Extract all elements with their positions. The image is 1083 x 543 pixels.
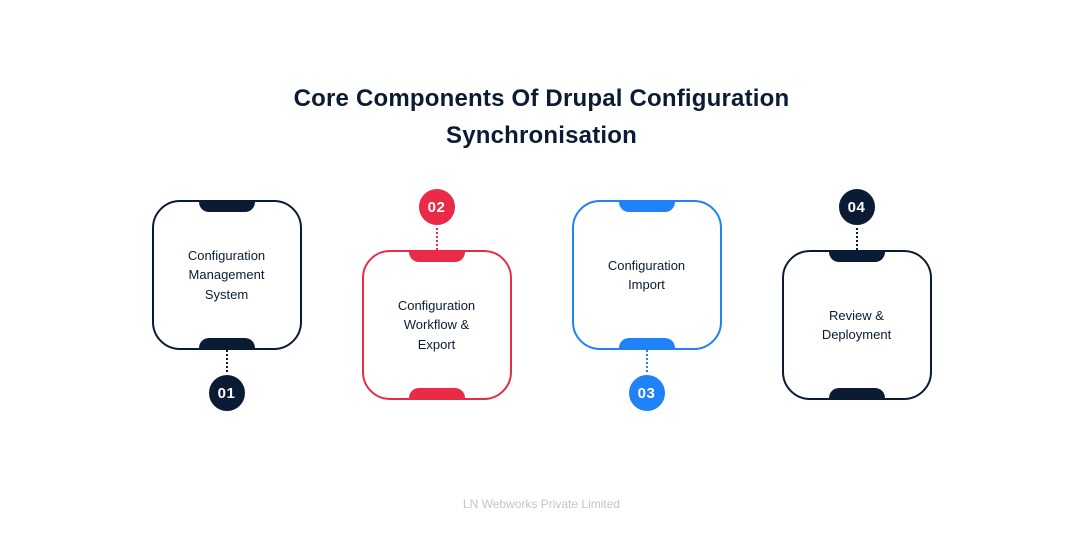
- connector-2: [436, 228, 438, 250]
- connector-3: [646, 350, 648, 372]
- number-badge-3: 03: [626, 372, 668, 414]
- badge-number-3: 03: [638, 385, 656, 402]
- number-badge-2: 02: [416, 186, 458, 228]
- component-2: 02 ConfigurationWorkflow &Export: [362, 200, 512, 430]
- number-badge-4: 04: [836, 186, 878, 228]
- badge-number-4: 04: [848, 199, 866, 216]
- notch-top-icon: [829, 252, 885, 262]
- badge-number-2: 02: [428, 199, 446, 216]
- component-label-1: ConfigurationManagementSystem: [188, 246, 265, 305]
- title-line-1: Core Components Of Drupal Configuration: [294, 85, 790, 112]
- notch-bottom-icon: [409, 388, 465, 398]
- component-label-4: Review &Deployment: [822, 306, 891, 345]
- component-card-2: ConfigurationWorkflow &Export: [362, 250, 512, 400]
- badge-number-1: 01: [218, 385, 236, 402]
- component-3: ConfigurationImport 03: [572, 200, 722, 430]
- notch-top-icon: [619, 202, 675, 212]
- notch-top-icon: [199, 202, 255, 212]
- notch-bottom-icon: [829, 388, 885, 398]
- component-card-4: Review &Deployment: [782, 250, 932, 400]
- connector-1: [226, 350, 228, 372]
- cards-row: ConfigurationManagementSystem 01 02 Conf…: [0, 200, 1083, 430]
- connector-4: [856, 228, 858, 250]
- component-4: 04 Review &Deployment: [782, 200, 932, 430]
- component-label-2: ConfigurationWorkflow &Export: [398, 296, 475, 355]
- notch-top-icon: [409, 252, 465, 262]
- notch-bottom-icon: [619, 338, 675, 348]
- component-card-3: ConfigurationImport: [572, 200, 722, 350]
- title-line-2: Synchronisation: [0, 117, 1083, 154]
- infographic-root: Core Components Of Drupal Configuration …: [0, 0, 1083, 543]
- footer-credit: LN Webworks Private Limited: [0, 497, 1083, 511]
- component-label-3: ConfigurationImport: [608, 256, 685, 295]
- notch-bottom-icon: [199, 338, 255, 348]
- component-1: ConfigurationManagementSystem 01: [152, 200, 302, 430]
- page-title: Core Components Of Drupal Configuration …: [0, 80, 1083, 154]
- component-card-1: ConfigurationManagementSystem: [152, 200, 302, 350]
- number-badge-1: 01: [206, 372, 248, 414]
